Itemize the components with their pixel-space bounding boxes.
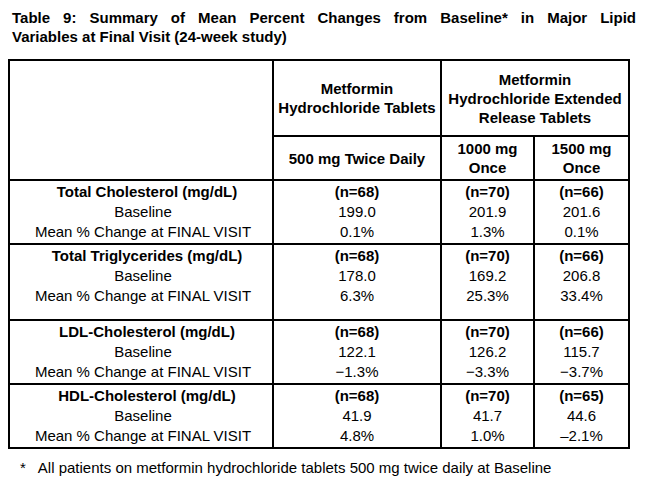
data-cell: (n=70) 41.7 1.0% — [441, 384, 534, 448]
section-row-ldl-cholesterol: LDL-Cholesterol (mg/dL) Baseline Mean % … — [9, 320, 629, 384]
data-cell: (n=70) 126.2 −3.3% — [441, 320, 534, 384]
baseline-value: 41.7 — [442, 406, 533, 426]
mean-change-value: 6.3% — [274, 286, 440, 306]
baseline-value: 201.6 — [535, 202, 628, 222]
baseline-value: 115.7 — [535, 342, 628, 362]
mean-change-label: Mean % Change at FINAL VISIT — [10, 362, 272, 382]
baseline-value: 199.0 — [274, 202, 440, 222]
mean-change-value: 1.0% — [442, 426, 533, 446]
header-dose-1000mg: 1000 mg Once — [441, 136, 534, 180]
baseline-label: Baseline — [10, 266, 272, 286]
header-empty-cell — [9, 60, 273, 180]
baseline-value: 41.9 — [274, 406, 440, 426]
baseline-value: 169.2 — [442, 266, 533, 286]
row-label-cell: LDL-Cholesterol (mg/dL) Baseline Mean % … — [9, 320, 273, 384]
n-value: (n=68) — [274, 246, 440, 266]
mean-change-value: −3.7% — [535, 362, 628, 382]
row-label-cell: Total Triglycerides (mg/dL) Baseline Mea… — [9, 244, 273, 320]
section-label: Total Triglycerides (mg/dL) — [10, 246, 272, 266]
n-value: (n=70) — [442, 322, 533, 342]
lipid-table: Metformin Hydrochloride Tablets Metformi… — [8, 59, 630, 449]
n-value: (n=68) — [274, 182, 440, 202]
baseline-value: 201.9 — [442, 202, 533, 222]
footnote-asterisk: * — [20, 458, 26, 477]
mean-change-value: –2.1% — [535, 426, 628, 446]
mean-change-value: 1.3% — [442, 222, 533, 242]
header-dose-500mg: 500 mg Twice Daily — [273, 136, 441, 180]
header-dose-1500mg: 1500 mg Once — [534, 136, 629, 180]
mean-change-label: Mean % Change at FINAL VISIT — [10, 222, 272, 242]
footnote-text: All patients on metformin hydrochloride … — [38, 459, 552, 476]
mean-change-value: 0.1% — [274, 222, 440, 242]
mean-change-value: 4.8% — [274, 426, 440, 446]
data-cell: (n=68) 178.0 6.3% — [273, 244, 441, 320]
data-cell: (n=66) 115.7 −3.7% — [534, 320, 629, 384]
data-cell: (n=65) 44.6 –2.1% — [534, 384, 629, 448]
baseline-value: 44.6 — [535, 406, 628, 426]
n-value: (n=70) — [442, 182, 533, 202]
n-value: (n=70) — [442, 246, 533, 266]
mean-change-label: Mean % Change at FINAL VISIT — [10, 286, 272, 306]
n-value: (n=68) — [274, 322, 440, 342]
n-value: (n=65) — [535, 386, 628, 406]
header-group-row: Metformin Hydrochloride Tablets Metformi… — [9, 60, 629, 136]
table-title: Table 9: Summary of Mean Percent Changes… — [12, 8, 636, 46]
row-label-cell: HDL-Cholesterol (mg/dL) Baseline Mean % … — [9, 384, 273, 448]
mean-change-label: Mean % Change at FINAL VISIT — [10, 426, 272, 446]
data-cell: (n=66) 201.6 0.1% — [534, 180, 629, 244]
baseline-value: 122.1 — [274, 342, 440, 362]
n-value: (n=66) — [535, 182, 628, 202]
section-label: HDL-Cholesterol (mg/dL) — [10, 386, 272, 406]
mean-change-value: 25.3% — [442, 286, 533, 306]
baseline-label: Baseline — [10, 202, 272, 222]
header-group-metformin-er-tablets: Metformin Hydrochloride Extended Release… — [441, 60, 629, 136]
baseline-value: 126.2 — [442, 342, 533, 362]
footnote: * All patients on metformin hydrochloride… — [20, 458, 649, 477]
mean-change-value: −3.3% — [442, 362, 533, 382]
data-cell: (n=70) 201.9 1.3% — [441, 180, 534, 244]
n-value: (n=66) — [535, 246, 628, 266]
data-cell: (n=68) 122.1 −1.3% — [273, 320, 441, 384]
baseline-value: 178.0 — [274, 266, 440, 286]
baseline-label: Baseline — [10, 406, 272, 426]
mean-change-value: 0.1% — [535, 222, 628, 242]
data-cell: (n=70) 169.2 25.3% — [441, 244, 534, 320]
n-value: (n=66) — [535, 322, 628, 342]
section-row-total-triglycerides: Total Triglycerides (mg/dL) Baseline Mea… — [9, 244, 629, 320]
section-row-hdl-cholesterol: HDL-Cholesterol (mg/dL) Baseline Mean % … — [9, 384, 629, 448]
data-cell: (n=68) 41.9 4.8% — [273, 384, 441, 448]
section-row-total-cholesterol: Total Cholesterol (mg/dL) Baseline Mean … — [9, 180, 629, 244]
mean-change-value: 33.4% — [535, 286, 628, 306]
row-label-cell: Total Cholesterol (mg/dL) Baseline Mean … — [9, 180, 273, 244]
table-title-line-2: Variables at Final Visit (24-week study) — [12, 27, 636, 46]
n-value: (n=70) — [442, 386, 533, 406]
baseline-value: 206.8 — [535, 266, 628, 286]
data-cell: (n=68) 199.0 0.1% — [273, 180, 441, 244]
table-title-line-1: Table 9: Summary of Mean Percent Changes… — [12, 8, 636, 27]
header-group-metformin-tablets: Metformin Hydrochloride Tablets — [273, 60, 441, 136]
document-page: Table 9: Summary of Mean Percent Changes… — [0, 8, 649, 481]
n-value: (n=68) — [274, 386, 440, 406]
baseline-label: Baseline — [10, 342, 272, 362]
section-label: Total Cholesterol (mg/dL) — [10, 182, 272, 202]
section-label: LDL-Cholesterol (mg/dL) — [10, 322, 272, 342]
mean-change-value: −1.3% — [274, 362, 440, 382]
data-cell: (n=66) 206.8 33.4% — [534, 244, 629, 320]
